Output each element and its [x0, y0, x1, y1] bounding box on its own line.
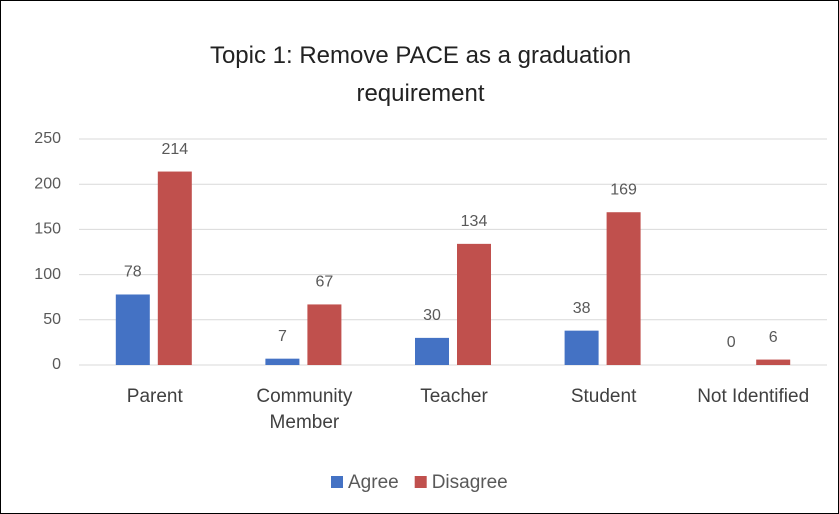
y-tick-label: 50 — [43, 311, 61, 328]
bar — [115, 294, 150, 365]
y-tick-label: 200 — [34, 175, 61, 192]
bar — [564, 330, 599, 365]
data-label: 78 — [124, 264, 142, 281]
data-label: 38 — [573, 300, 591, 317]
legend-label: Disagree — [432, 472, 508, 493]
data-label: 6 — [769, 329, 778, 346]
y-tick-label: 0 — [52, 356, 61, 373]
x-tick-label: Community Member — [256, 386, 353, 433]
data-label: 7 — [278, 328, 287, 345]
y-tick-label: 150 — [34, 221, 61, 238]
x-tick-label: Parent — [126, 386, 183, 407]
y-tick-label: 100 — [34, 266, 61, 283]
x-tick-label: Teacher — [420, 386, 488, 407]
data-label: 67 — [316, 274, 334, 291]
data-label: 214 — [161, 141, 188, 158]
bar — [265, 358, 300, 365]
chart-title: Topic 1: Remove PACE as a graduation req… — [209, 42, 632, 107]
legend-swatch — [414, 476, 427, 488]
bar — [756, 359, 791, 365]
x-tick-label: Not Identified — [697, 386, 810, 407]
bar — [457, 243, 491, 365]
bar — [307, 304, 342, 365]
data-label: 30 — [423, 307, 441, 324]
legend-swatch — [331, 476, 343, 488]
legend-label: Agree — [348, 472, 399, 493]
y-tick-label: 250 — [34, 130, 61, 147]
data-label: 169 — [610, 181, 637, 198]
bar — [606, 212, 641, 365]
x-tick-label: Student — [570, 386, 637, 407]
data-label: 134 — [461, 213, 488, 230]
data-label: 0 — [727, 334, 736, 351]
bar — [157, 171, 192, 365]
bar — [415, 337, 449, 365]
